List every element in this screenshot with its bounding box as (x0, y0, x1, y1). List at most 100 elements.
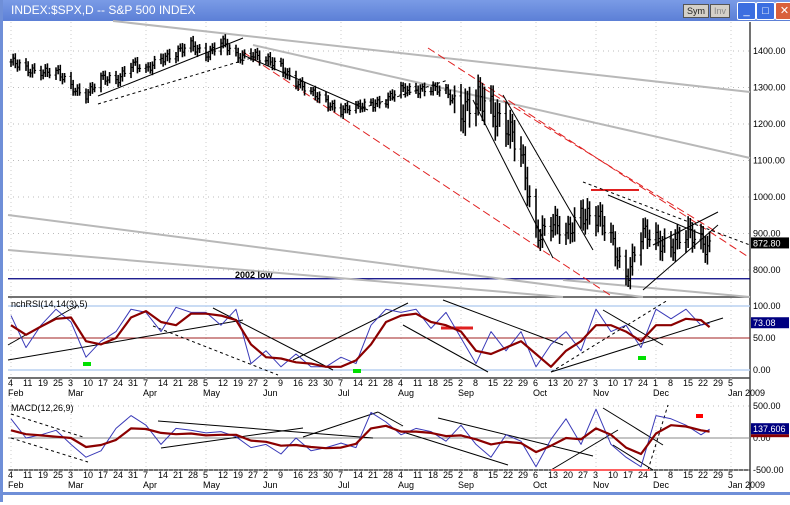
date-tick-label: 21 (173, 470, 183, 480)
date-tick-label: 24 (113, 470, 123, 480)
title-bar[interactable]: INDEX:$SPX,D -- S&P 500 INDEX Sym Inv _ … (3, 0, 790, 21)
inv-button[interactable]: Inv (710, 4, 731, 18)
price-chart[interactable]: 1400.001300.001200.001100.001000.00900.0… (3, 0, 790, 502)
date-tick-label: 10 (83, 378, 93, 388)
price-tick-label: 1100.00 (753, 156, 785, 166)
close-button[interactable]: ✕ (775, 2, 790, 20)
maximize-button[interactable]: □ (756, 2, 775, 20)
date-tick-label: 30 (323, 470, 333, 480)
sym-button[interactable]: Sym (683, 4, 709, 18)
macd-signal-box (751, 434, 789, 438)
rsi-trendline (602, 309, 664, 346)
window-bottom-border (3, 492, 790, 505)
trendline-black (607, 194, 704, 236)
month-label: May (203, 480, 221, 490)
date-tick-label: 10 (83, 470, 93, 480)
date-tick-label: 16 (293, 470, 303, 480)
rsi-trendline (212, 307, 334, 371)
date-tick-label: 28 (188, 470, 198, 480)
date-tick-label: 22 (698, 378, 708, 388)
rsi-trendline (550, 299, 669, 373)
date-tick-label: 17 (623, 378, 633, 388)
price-tick-label: 1300.00 (753, 83, 786, 93)
date-tick-label: 9 (278, 378, 283, 388)
rsi-trendline (550, 317, 724, 373)
date-tick-label: 1 (653, 470, 658, 480)
date-tick-label: 15 (683, 470, 693, 480)
month-label: Dec (653, 480, 670, 490)
date-tick-label: 2 (263, 470, 268, 480)
date-tick-label: 25 (53, 378, 63, 388)
last-price-value: 872.80 (753, 238, 781, 248)
date-tick-label: 14 (353, 470, 363, 480)
macd-trendline (10, 437, 89, 463)
price-tick-label: 1000.00 (753, 192, 786, 202)
month-label: Jul (338, 480, 350, 490)
date-tick-label: 27 (248, 378, 258, 388)
rsi-green-marker (638, 356, 646, 360)
macd-last-value: 137.606 (753, 424, 786, 434)
date-tick-label: 18 (428, 470, 438, 480)
price-tick-label: 1200.00 (753, 119, 786, 129)
rsi-green-marker (353, 369, 361, 373)
rsi-fast-line (10, 306, 710, 368)
date-tick-label: 28 (383, 378, 393, 388)
date-tick-label: 10 (608, 470, 618, 480)
date-tick-label: 29 (518, 470, 528, 480)
date-tick-label: 13 (548, 378, 558, 388)
date-tick-label: 23 (308, 378, 318, 388)
date-tick-label: 20 (563, 470, 573, 480)
trendline-black (97, 37, 244, 97)
date-tick-label: 7 (143, 378, 148, 388)
window-title: INDEX:$SPX,D -- S&P 500 INDEX (11, 3, 196, 17)
trendline-black (242, 54, 369, 111)
macd-line (10, 408, 710, 468)
date-tick-label: 27 (578, 470, 588, 480)
date-tick-label: 15 (488, 378, 498, 388)
macd-panel-title: MACD(12,26,9) (11, 403, 74, 413)
rsi-tick-label: 50.00 (753, 333, 776, 343)
date-tick-label: 7 (338, 470, 343, 480)
month-label: Feb (8, 388, 24, 398)
date-tick-label: 21 (368, 378, 378, 388)
month-label: Jun (263, 480, 278, 490)
date-tick-label: 24 (638, 378, 648, 388)
date-tick-label: 12 (218, 470, 228, 480)
date-tick-label: 11 (413, 378, 422, 388)
month-label: Aug (398, 480, 414, 490)
minimize-button[interactable]: _ (737, 2, 756, 20)
trendline-gray (112, 20, 751, 93)
rsi-last-value: 73.08 (753, 318, 776, 328)
month-label: May (203, 388, 221, 398)
trendline-black-dashed (97, 55, 259, 105)
date-tick-label: 27 (578, 378, 588, 388)
date-tick-label: 23 (308, 470, 318, 480)
month-label: Apr (143, 480, 157, 490)
date-tick-label: 28 (383, 470, 393, 480)
trendline-gray (7, 214, 644, 298)
macd-trendline (10, 413, 84, 438)
month-label: Dec (653, 388, 670, 398)
date-tick-label: 15 (683, 378, 693, 388)
date-tick-label: 21 (173, 378, 183, 388)
month-label: Nov (593, 480, 610, 490)
date-tick-label: 14 (158, 470, 168, 480)
date-tick-label: 3 (593, 378, 598, 388)
date-tick-label: 7 (143, 470, 148, 480)
date-tick-label: 12 (218, 378, 228, 388)
date-tick-label: 19 (38, 378, 48, 388)
macd-trendline (302, 411, 379, 438)
month-label: Feb (8, 480, 24, 490)
macd-trendline (602, 407, 664, 446)
date-tick-label: 1 (653, 378, 658, 388)
macd-tick-label: 500.00 (753, 401, 781, 411)
month-label: Jan 2009 (728, 480, 765, 490)
trendline-gray (252, 44, 751, 159)
date-tick-label: 2 (458, 470, 463, 480)
trendline-black (502, 94, 594, 251)
trendline-black-dashed (582, 181, 751, 246)
date-tick-label: 8 (473, 470, 478, 480)
date-tick-label: 18 (428, 378, 438, 388)
macd-trendline (160, 427, 304, 449)
date-tick-label: 4 (8, 378, 13, 388)
